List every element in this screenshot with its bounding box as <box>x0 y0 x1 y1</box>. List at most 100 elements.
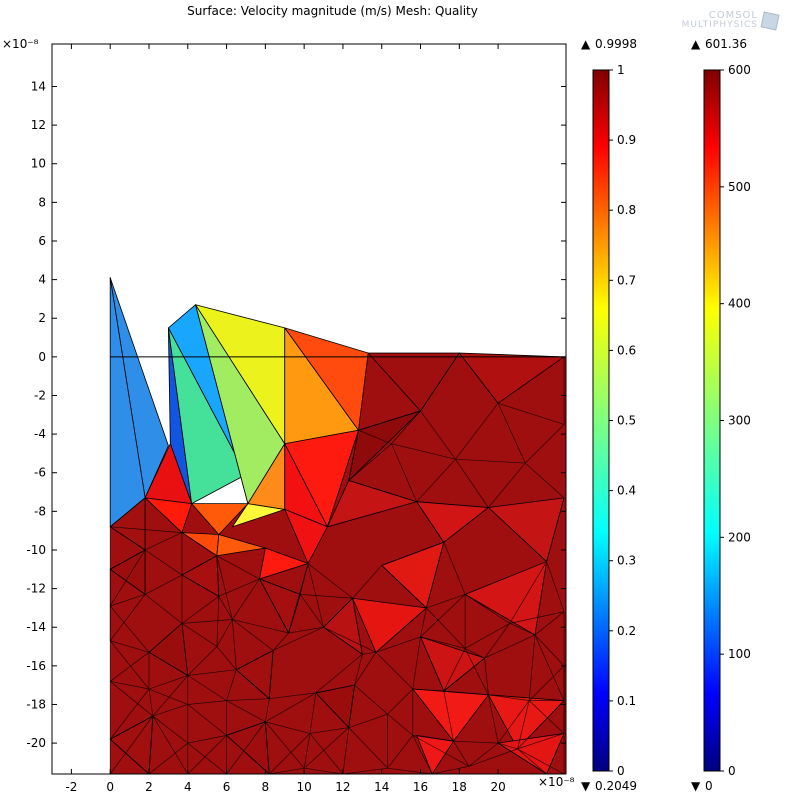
y-tick-label: -6 <box>34 466 46 480</box>
mesh-edge <box>420 636 445 692</box>
mesh-edge <box>110 680 150 690</box>
mesh-edge <box>484 623 511 659</box>
mesh-edge <box>144 532 183 551</box>
mesh-edge <box>144 594 183 624</box>
mesh-edge <box>110 594 146 607</box>
y-tick-label: 12 <box>31 118 46 132</box>
colorbar-tick-label: 1 <box>617 63 625 77</box>
mesh-edge <box>525 424 565 464</box>
mesh-edge <box>216 555 233 620</box>
mesh-edge <box>464 648 485 659</box>
mesh-edge <box>387 735 414 769</box>
mesh-edge <box>534 634 565 701</box>
x-tick-label: 18 <box>452 780 467 794</box>
mesh-edge <box>181 596 220 624</box>
mesh-element <box>412 688 489 742</box>
mesh-edge <box>375 636 421 653</box>
mesh-edge <box>484 634 536 659</box>
mesh-edge <box>309 727 349 734</box>
mesh-edge <box>144 497 183 533</box>
mesh-edge <box>443 657 485 692</box>
mesh-edge <box>431 740 454 774</box>
y-tick-label: -10 <box>26 543 46 557</box>
mesh-edge <box>218 578 260 597</box>
colorbar-tick-label: 0.2 <box>617 624 636 638</box>
plot-title: Surface: Velocity magnitude (m/s) Mesh: … <box>187 4 478 18</box>
mesh-edge <box>148 716 154 774</box>
mesh-edge <box>443 507 489 543</box>
plot-frame <box>51 43 567 775</box>
mesh-edge <box>272 632 289 651</box>
mesh-edge <box>354 684 388 715</box>
y-tick-label: -8 <box>34 504 46 518</box>
mesh-edge <box>420 410 456 460</box>
mesh-edge <box>497 700 530 744</box>
y-tick-label: 10 <box>31 157 46 171</box>
y-tick-label: -18 <box>26 697 46 711</box>
y-tick-label: -12 <box>26 582 46 596</box>
mesh-edge <box>315 692 350 728</box>
mesh-edge <box>323 626 377 653</box>
mesh-edge <box>387 767 433 774</box>
mesh-edge <box>216 596 220 647</box>
mesh-edge <box>509 623 536 636</box>
y-tick-label: 2 <box>38 311 46 325</box>
mesh-element <box>191 503 249 535</box>
mesh-edge <box>303 733 311 769</box>
mesh-edge <box>268 733 311 774</box>
mesh-edge <box>181 555 218 576</box>
mesh-edge <box>391 410 421 444</box>
mesh-edge <box>232 578 260 620</box>
y-tick-label: 0 <box>38 350 46 364</box>
mesh-edge <box>236 669 270 699</box>
mesh-edge <box>455 402 499 460</box>
mesh-edge <box>497 403 526 464</box>
mesh-edge <box>528 634 536 701</box>
mesh-edge <box>546 497 565 562</box>
mesh-edge <box>375 652 414 690</box>
mesh-edge <box>226 700 266 723</box>
mesh-edge <box>412 636 421 690</box>
mesh-edge <box>517 748 547 774</box>
mesh-edge <box>416 501 445 543</box>
mesh-edge <box>216 555 260 580</box>
colorbar-tick-label: 0.8 <box>617 203 636 217</box>
mesh-edge <box>148 742 188 774</box>
colorbar-1 <box>592 69 610 772</box>
mesh-edge <box>265 721 305 769</box>
y-tick-label: 4 <box>38 273 46 287</box>
mesh-edge <box>110 715 154 740</box>
x-tick-label: 8 <box>262 780 270 794</box>
mesh-edge <box>468 748 518 767</box>
colorbar-tick-label: 600 <box>728 63 751 77</box>
mesh-edge <box>110 549 146 570</box>
mesh-edge <box>391 443 417 502</box>
y-tick-label: -4 <box>34 427 46 441</box>
colorbar-tick-label: 500 <box>728 180 751 194</box>
mesh-edge <box>109 738 150 774</box>
mesh-edge <box>148 652 188 676</box>
mesh-edge <box>307 563 353 599</box>
x-tick-label: 12 <box>335 780 350 794</box>
mesh-edge <box>426 542 445 609</box>
colorbar-tick-label: 300 <box>728 414 751 428</box>
mesh-edge <box>272 626 324 651</box>
mesh-edge <box>144 549 183 576</box>
mesh-edge <box>226 698 270 701</box>
min-arrow-icon: ▼ <box>581 779 591 793</box>
mesh-edge <box>181 574 219 597</box>
mesh-edge <box>216 555 220 597</box>
mesh-edge <box>265 721 270 774</box>
mesh-edge <box>226 669 237 701</box>
mesh-edge <box>416 458 456 502</box>
mesh-edge <box>375 607 427 653</box>
colorbar-tick-label: 0.1 <box>617 694 636 708</box>
colorbar-max-label: 0.9998 <box>595 37 637 51</box>
mesh-edge <box>259 563 309 580</box>
x-tick-label: 6 <box>223 780 231 794</box>
mesh-edge <box>152 675 189 717</box>
x-tick-label: 4 <box>184 780 192 794</box>
mesh-edge <box>443 648 466 692</box>
min-arrow-icon: ▼ <box>691 779 701 793</box>
mesh-edge <box>517 733 565 750</box>
